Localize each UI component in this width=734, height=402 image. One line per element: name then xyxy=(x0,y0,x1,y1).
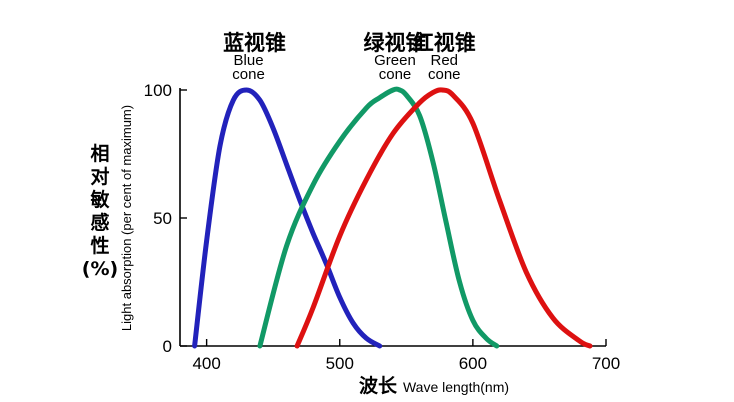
y-axis-title-en: Light absorption (per cent of maximum) xyxy=(119,105,134,331)
curves xyxy=(192,86,593,349)
red-cone-curve xyxy=(294,87,593,349)
x-tick-label: 400 xyxy=(192,354,220,373)
y-axis-title-cn: 性 xyxy=(90,234,109,257)
green-cone-label-en: cone xyxy=(379,66,412,83)
blue-cone-label-en: Blue xyxy=(234,52,264,69)
y-tick-label: 0 xyxy=(163,337,172,356)
y-axis-title-cn: (%) xyxy=(82,258,118,280)
green-cone-label-en: Green xyxy=(374,52,416,69)
y-tick-label: 50 xyxy=(153,209,172,228)
y-axis-title-cn: 对 xyxy=(90,165,109,188)
red-cone-label-en: Red xyxy=(430,52,458,69)
y-axis-title-cn: 相 xyxy=(90,143,109,165)
red-cone-label-cn: 红视锥 xyxy=(413,31,476,55)
blue-cone-curve xyxy=(192,87,383,349)
red-cone-label-en: cone xyxy=(428,66,461,83)
blue-cone-label-en: cone xyxy=(232,66,265,83)
y-tick-label: 100 xyxy=(144,81,172,100)
axes: 400 500 600 700 0 50 100 xyxy=(144,81,621,373)
x-tick-label: 500 xyxy=(326,354,354,373)
y-axis-title-cn: 感 xyxy=(90,211,109,234)
green-cone-curve xyxy=(257,86,500,349)
blue-cone-label-cn: 蓝视锥 xyxy=(223,31,286,55)
y-axis-title-cn: 敏 xyxy=(89,188,109,211)
x-axis-title: 波长 Wave length(nm) xyxy=(359,374,509,397)
x-tick-label: 700 xyxy=(592,354,620,373)
green-cone-label-cn: 绿视锥 xyxy=(364,31,427,55)
x-tick-label: 600 xyxy=(459,354,487,373)
